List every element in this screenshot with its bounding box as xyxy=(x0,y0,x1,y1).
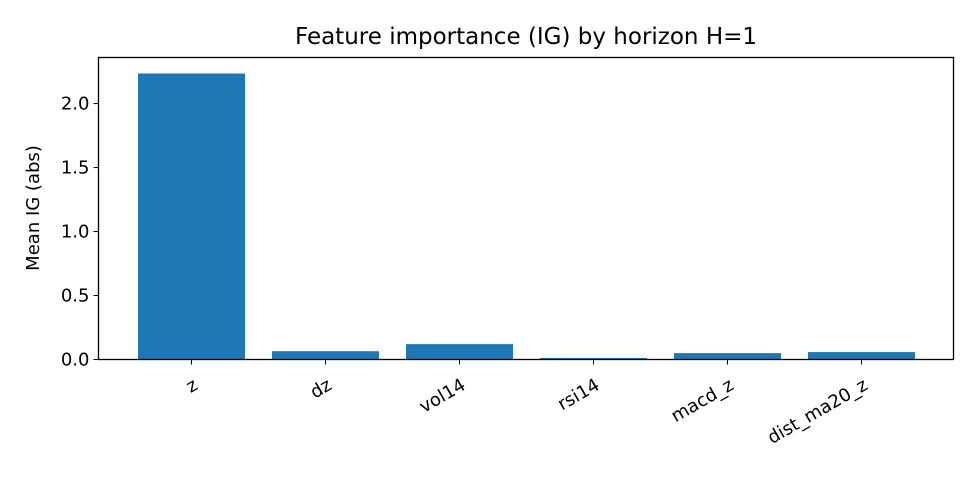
x-tick-label: rsi14 xyxy=(554,375,603,416)
bar-vol14 xyxy=(406,344,513,360)
bar-z xyxy=(138,73,245,360)
x-axis-ticks: z dz vol14 rsi14 macd_z dist_ma20_z xyxy=(183,359,871,449)
bar-dz xyxy=(272,351,379,360)
chart-title: Feature importance (IG) by horizon H=1 xyxy=(295,24,757,50)
y-tick-label: 2.0 xyxy=(61,94,90,115)
x-tick-label: vol14 xyxy=(416,375,469,418)
x-tick-label: z xyxy=(183,375,202,398)
y-tick-label: 0.0 xyxy=(61,350,90,371)
x-tick-label: dz xyxy=(307,375,336,404)
y-axis-label: Mean IG (abs) xyxy=(23,145,44,271)
bars-group xyxy=(138,73,915,360)
bar-macd_z xyxy=(674,353,781,360)
x-tick-label: dist_ma20_z xyxy=(764,375,871,449)
y-tick-label: 1.0 xyxy=(61,222,90,243)
bar-rsi14 xyxy=(540,357,647,360)
y-axis-ticks: 0.0 0.5 1.0 1.5 2.0 xyxy=(61,94,99,371)
y-tick-label: 1.5 xyxy=(61,158,90,179)
bar-dist_ma20_z xyxy=(808,352,915,360)
plot-frame xyxy=(97,56,955,361)
y-tick-label: 0.5 xyxy=(61,286,90,307)
x-tick-label: macd_z xyxy=(668,375,738,427)
